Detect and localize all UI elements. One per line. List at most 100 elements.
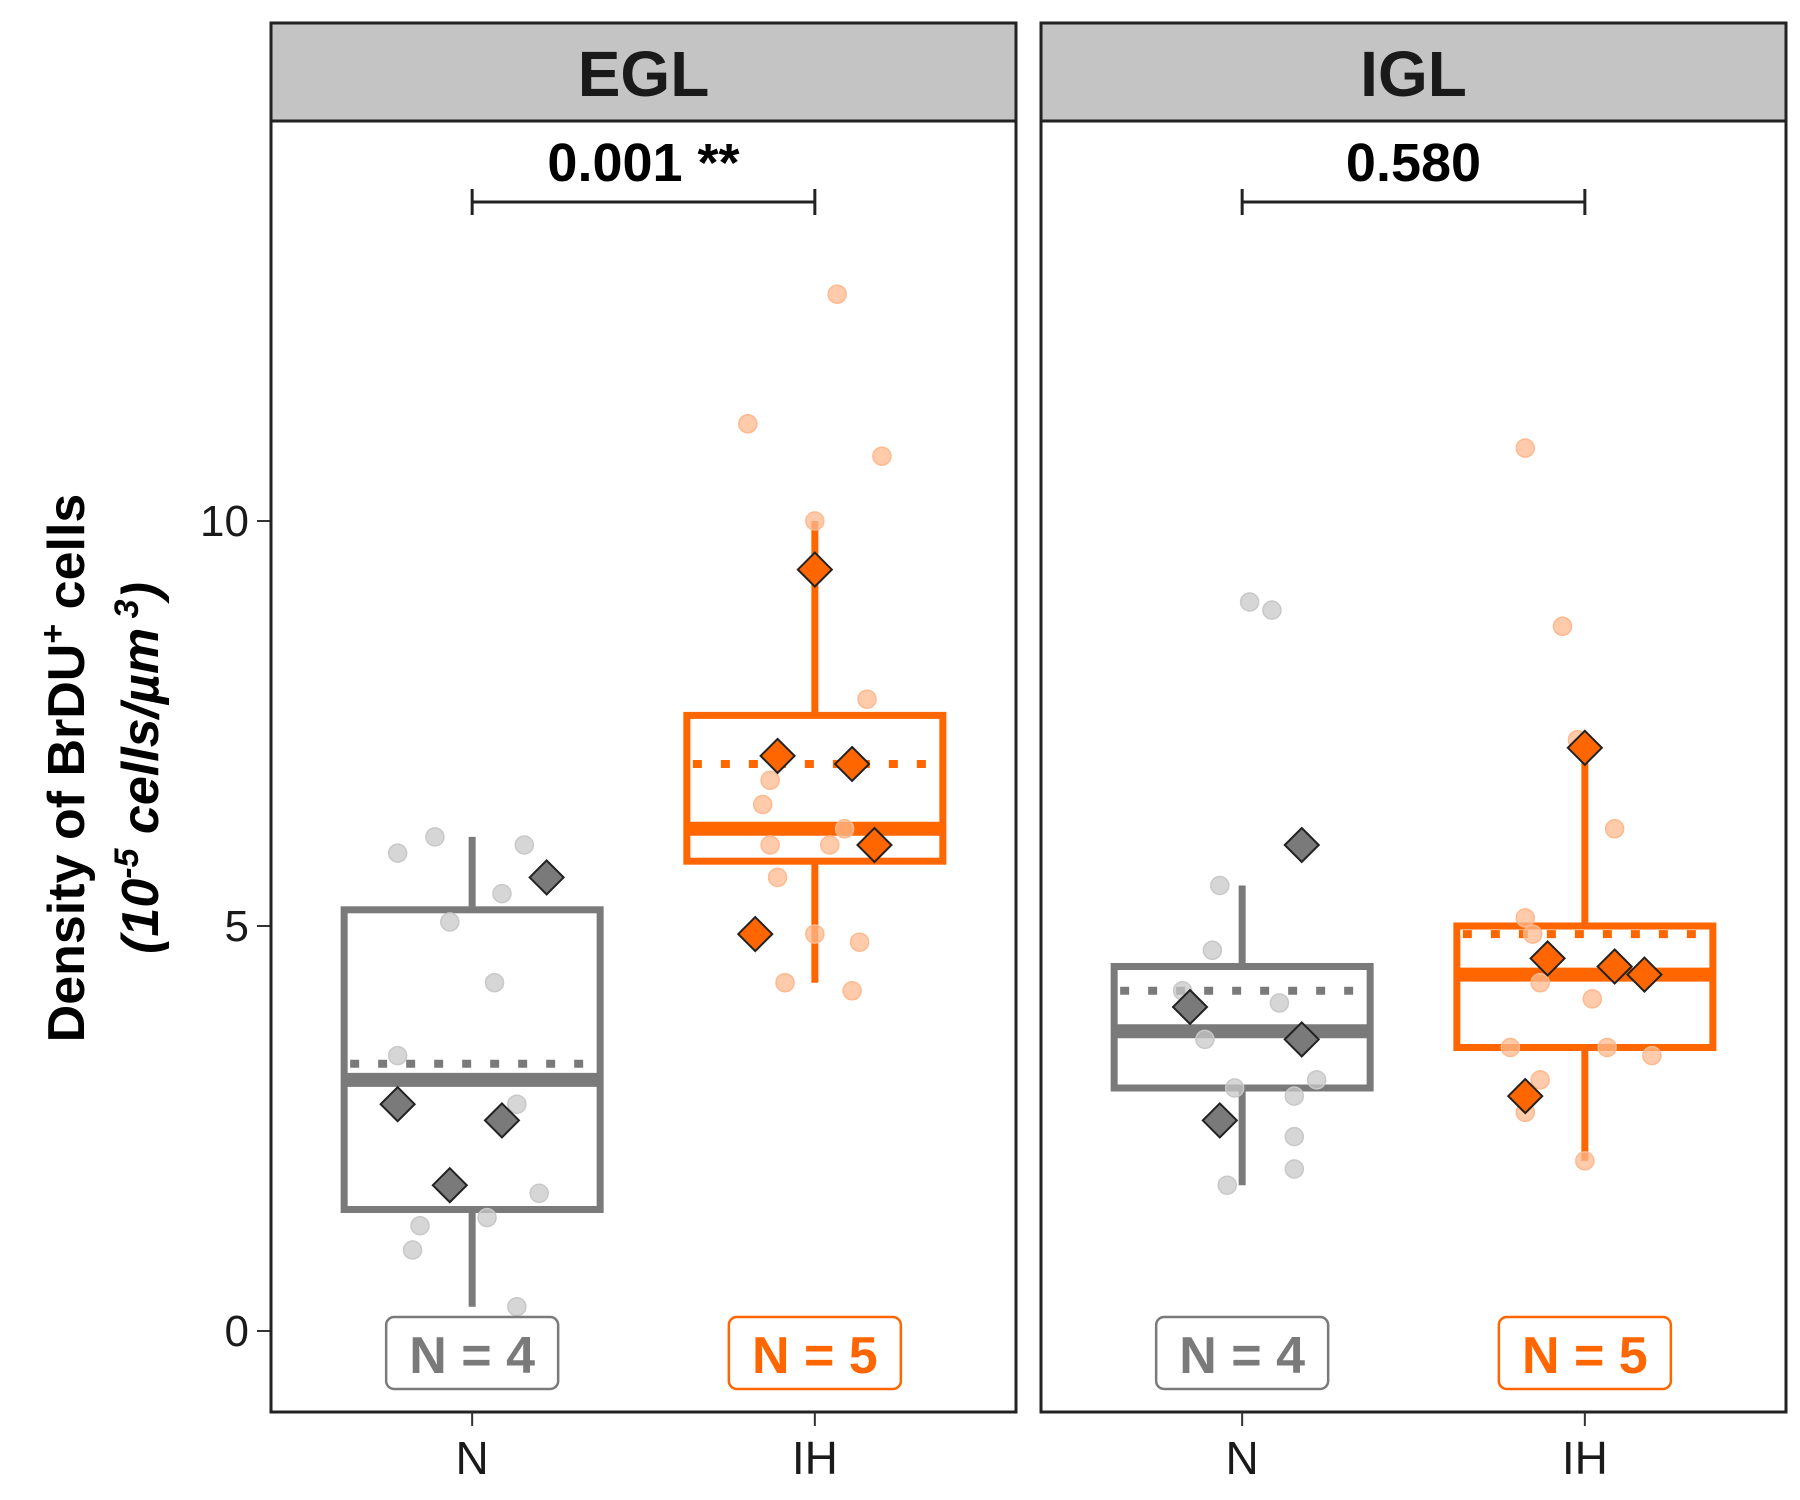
p-value-label: 0.001 ** <box>547 133 739 193</box>
panel-strip-label: EGL <box>578 38 710 110</box>
cell-point <box>507 1094 527 1114</box>
cell-point <box>410 1215 430 1236</box>
cell-point <box>1284 1126 1305 1147</box>
panel-strip-label: IGL <box>1360 38 1467 110</box>
animal-point <box>379 1085 417 1123</box>
cell-point <box>1269 993 1290 1013</box>
cell-point <box>1202 940 1223 961</box>
animal-point <box>1626 956 1663 994</box>
y-axis-label-text-end: cells <box>38 494 96 624</box>
y-axis-label-line1: Density of BrDU+ cells <box>34 494 96 1043</box>
animal-point <box>1506 1077 1544 1115</box>
cell-point <box>387 843 408 863</box>
cell-point <box>775 972 795 993</box>
cell-point <box>1224 1078 1245 1098</box>
cell-point <box>1500 1037 1521 1058</box>
cell-point <box>425 827 445 847</box>
cell-point <box>1515 438 1535 458</box>
animal-point <box>528 858 566 896</box>
x-tick-label: N <box>456 1432 489 1484</box>
cell-point <box>1284 1159 1305 1179</box>
n-label-box <box>1154 1315 1330 1391</box>
cell-point <box>492 883 512 904</box>
cell-point <box>1210 875 1230 896</box>
panel-frame <box>1039 119 1788 1414</box>
animal-point <box>833 745 871 783</box>
x-tick-label: IH <box>792 1432 838 1484</box>
group-ih: N = 5 <box>1453 438 1717 1391</box>
cell-point <box>1195 1029 1215 1050</box>
cell-point <box>1575 1151 1595 1171</box>
panel-strip <box>1039 21 1788 123</box>
x-tick-label: IH <box>1562 1432 1608 1484</box>
cell-point <box>760 835 780 855</box>
cell-point <box>849 932 870 952</box>
box <box>1453 922 1717 1051</box>
cell-point <box>1217 1175 1237 1195</box>
x-tick-label: N <box>1226 1432 1259 1484</box>
cell-point <box>857 689 877 709</box>
n-label-box <box>384 1315 560 1391</box>
n-label-box <box>1497 1315 1673 1391</box>
animal-point <box>1201 1101 1239 1139</box>
cell-point <box>1284 1086 1305 1106</box>
animal-point <box>759 737 797 775</box>
cell-point <box>1530 1070 1550 1090</box>
cell-point <box>1642 1045 1662 1066</box>
cell-point <box>1604 819 1625 839</box>
box <box>683 711 947 865</box>
cell-point <box>1239 592 1260 612</box>
cell-point <box>1552 616 1573 637</box>
y-axis-unit-text: ) <box>112 582 170 604</box>
y-tick-label: 5 <box>225 902 249 951</box>
cell-point <box>1530 972 1550 993</box>
n-label-box <box>727 1315 903 1391</box>
cell-point <box>752 794 773 815</box>
animal-point <box>796 551 834 589</box>
n-label: N = 4 <box>409 1327 535 1385</box>
animal-point <box>431 1166 469 1204</box>
p-value-label: 0.580 <box>1346 133 1481 193</box>
group-ih: N = 5 <box>683 284 947 1391</box>
animal-point <box>1171 988 1209 1026</box>
panel-strip <box>269 21 1018 123</box>
cell-point <box>440 912 460 932</box>
cell-point <box>820 835 840 855</box>
cell-point <box>872 446 892 466</box>
n-label: N = 4 <box>1179 1327 1305 1385</box>
y-tick-label: 10 <box>200 497 249 546</box>
y-axis-label-line2: (10-5 cells/µm 3) <box>108 582 170 954</box>
cell-point <box>805 924 825 944</box>
animal-point <box>1283 826 1321 864</box>
y-axis-unit-text: cells/µm <box>112 628 170 849</box>
cell-point <box>507 1296 527 1317</box>
panel-igl: IGL 0.580 N = 4 N N = 5 IH <box>1039 21 1788 1484</box>
group-n: N = 4 <box>340 827 604 1391</box>
animal-point <box>856 826 893 864</box>
y-axis-label-superscript: + <box>34 624 72 644</box>
cell-point <box>760 770 780 790</box>
cell-point <box>477 1207 497 1228</box>
cell-point <box>1262 600 1282 620</box>
animal-point <box>1596 948 1634 985</box>
animal-point <box>483 1101 521 1139</box>
cell-point <box>827 284 847 304</box>
n-label: N = 5 <box>752 1327 878 1385</box>
cell-point <box>387 1045 408 1066</box>
cell-point <box>1515 908 1535 928</box>
animal-point <box>736 915 774 953</box>
panel-egl: EGL 0.001 ** N = 4 N N = 5 IH <box>269 21 1018 1484</box>
cell-point <box>1597 1037 1617 1058</box>
cell-point <box>514 835 535 855</box>
group-n: N = 4 <box>1110 592 1374 1391</box>
animal-point <box>1566 729 1604 767</box>
cell-point <box>1306 1070 1327 1090</box>
box <box>340 906 604 1213</box>
cell-point <box>834 819 855 839</box>
y-axis-unit-text: (10 <box>112 879 170 954</box>
y-axis-label-text: Density of BrDU <box>38 644 96 1043</box>
cell-point <box>842 981 862 1001</box>
cell-point <box>1582 989 1603 1009</box>
y-axis-unit-superscript: 3 <box>108 599 146 627</box>
